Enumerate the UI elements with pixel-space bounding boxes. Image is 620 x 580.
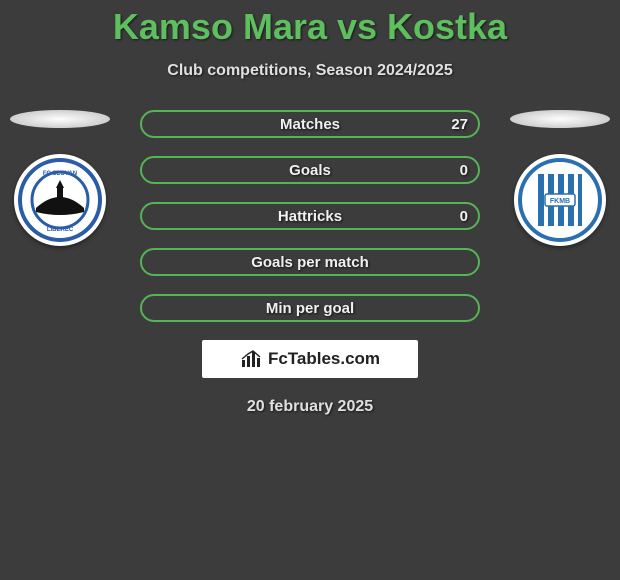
svg-text:FC SLOVAN: FC SLOVAN [43, 171, 77, 177]
stat-row-goals: Goals 0 [140, 156, 480, 184]
player-right-column: FKMB [500, 110, 620, 246]
comparison-panel: FC SLOVAN LIBEREC FKMB [0, 110, 620, 416]
stat-label: Hattricks [278, 208, 342, 225]
player-left-photo [10, 110, 110, 128]
branding-text: FcTables.com [268, 349, 380, 369]
stat-row-min-per-goal: Min per goal [140, 294, 480, 322]
stat-row-goals-per-match: Goals per match [140, 248, 480, 276]
subtitle: Club competitions, Season 2024/2025 [0, 62, 620, 80]
stat-label: Goals [289, 162, 331, 179]
svg-text:LIBEREC: LIBEREC [47, 227, 74, 233]
stat-row-hattricks: Hattricks 0 [140, 202, 480, 230]
stats-list: Matches 27 Goals 0 Hattricks 0 Goals per… [140, 110, 480, 322]
player-right-photo [510, 110, 610, 128]
club-left-logo: FC SLOVAN LIBEREC [14, 154, 106, 246]
player-left-column: FC SLOVAN LIBEREC [0, 110, 120, 246]
branding-badge: FcTables.com [202, 340, 418, 378]
stat-right-value: 27 [451, 116, 468, 133]
stat-right-value: 0 [460, 162, 468, 179]
stat-label: Min per goal [266, 300, 354, 317]
stat-label: Goals per match [251, 254, 369, 271]
stat-right-value: 0 [460, 208, 468, 225]
stat-row-matches: Matches 27 [140, 110, 480, 138]
page-title: Kamso Mara vs Kostka [0, 0, 620, 48]
stat-label: Matches [280, 116, 340, 133]
slovan-liberec-badge-icon: FC SLOVAN LIBEREC [18, 158, 102, 242]
bar-chart-icon [240, 348, 262, 370]
mlada-boleslav-badge-icon: FKMB [518, 158, 602, 242]
svg-text:FKMB: FKMB [550, 198, 570, 205]
footer-date: 20 february 2025 [0, 398, 620, 416]
club-right-logo: FKMB [514, 154, 606, 246]
